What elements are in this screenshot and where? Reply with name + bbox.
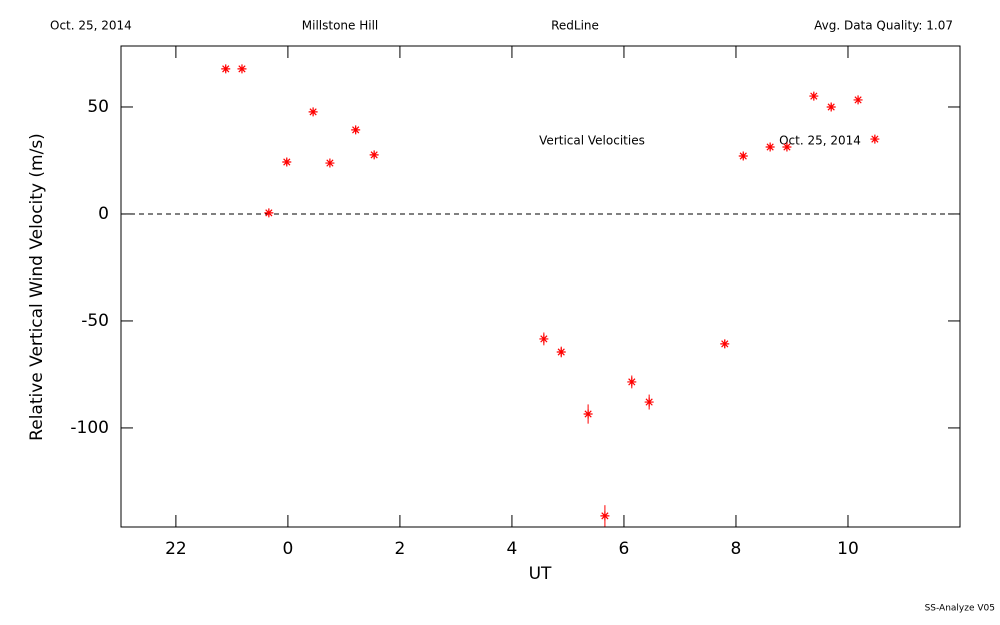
annotation: Oct. 25, 2014 xyxy=(779,134,861,148)
data-point xyxy=(809,91,819,101)
plot-frame xyxy=(120,45,961,528)
data-point xyxy=(583,409,593,419)
x-tick-label: 10 xyxy=(837,539,859,559)
x-axis-label: UT xyxy=(529,564,552,584)
header-quality: Avg. Data Quality: 1.07 xyxy=(814,19,953,33)
data-point xyxy=(221,64,231,74)
data-point xyxy=(600,511,610,521)
data-point xyxy=(826,102,836,112)
annotation: Vertical Velocities xyxy=(539,134,645,148)
x-tick-label: 22 xyxy=(165,539,187,559)
y-tick-label: 50 xyxy=(87,97,109,117)
x-tick-label: 8 xyxy=(731,539,742,559)
data-point xyxy=(765,142,775,152)
data-point xyxy=(351,125,361,135)
data-point xyxy=(282,157,292,167)
y-tick-label: 0 xyxy=(98,204,109,224)
data-point xyxy=(627,377,637,387)
data-point xyxy=(870,134,880,144)
data-point xyxy=(325,158,335,168)
data-point xyxy=(369,150,379,160)
data-point xyxy=(644,397,654,407)
data-point xyxy=(308,107,318,117)
data-point xyxy=(853,95,863,105)
header-site: Millstone Hill xyxy=(302,19,378,33)
x-tick-label: 4 xyxy=(507,539,518,559)
y-axis-label: Relative Vertical Wind Velocity (m/s) xyxy=(27,133,47,441)
data-point xyxy=(237,64,247,74)
data-point xyxy=(720,339,730,349)
data-point xyxy=(539,334,549,344)
header-date: Oct. 25, 2014 xyxy=(50,19,132,33)
footer: SS-Analyze V05 xyxy=(925,604,995,614)
header-line: RedLine xyxy=(551,19,599,33)
x-tick-label: 6 xyxy=(619,539,630,559)
data-point xyxy=(782,142,792,152)
y-tick-label: -50 xyxy=(81,311,109,331)
data-point xyxy=(556,347,566,357)
x-tick-label: 0 xyxy=(282,539,293,559)
x-tick-label: 2 xyxy=(395,539,406,559)
data-point xyxy=(738,151,748,161)
data-point xyxy=(264,208,274,218)
y-tick-label: -100 xyxy=(70,418,109,438)
